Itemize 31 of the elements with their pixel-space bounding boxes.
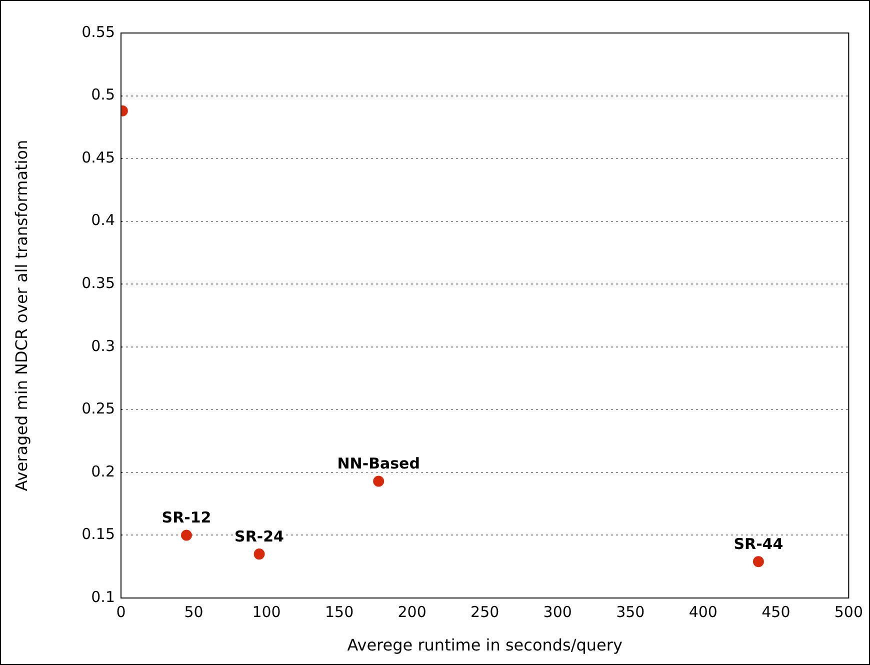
y-tick-label: 0.35 [82, 274, 115, 292]
y-tick-label: 0.15 [82, 525, 115, 544]
x-tick-label: 450 [762, 602, 790, 621]
annotation: SR-12 [162, 508, 212, 527]
annotation: SR-24 [234, 527, 284, 546]
x-tick-label: 150 [324, 602, 354, 621]
y-tick-label: 0.2 [91, 462, 115, 480]
y-axis-title: Averaged min NDCR over all transformation [12, 140, 31, 492]
point [180, 530, 192, 541]
x-tick-label: 200 [398, 602, 426, 621]
y-tick-label: 0.5 [91, 86, 115, 104]
annotation: SR-44 [734, 534, 784, 553]
y-tick-label: 0.55 [82, 22, 115, 41]
x-tick-label: 50 [184, 602, 204, 621]
x-tick-label: 0 [116, 602, 126, 621]
x-tick-label: 350 [616, 602, 645, 621]
x-tick-label: 300 [543, 602, 572, 621]
y-tick-label: 0.1 [91, 588, 115, 606]
y-tick-label: 0.25 [82, 400, 115, 418]
y-tick-label: 0.3 [91, 336, 115, 355]
annotation: NN-Based [337, 454, 420, 473]
point [373, 476, 384, 487]
x-tick-label: 500 [834, 602, 864, 621]
x-tick-label: 400 [688, 602, 718, 621]
point [254, 548, 265, 560]
x-axis-title: Averege runtime in seconds/query [347, 636, 622, 655]
point [752, 556, 764, 568]
x-tick-label: 100 [252, 602, 281, 621]
x-tick-label: 250 [470, 602, 500, 621]
y-tick-label: 0.4 [91, 211, 115, 230]
y-tick-label: 0.45 [82, 148, 115, 166]
